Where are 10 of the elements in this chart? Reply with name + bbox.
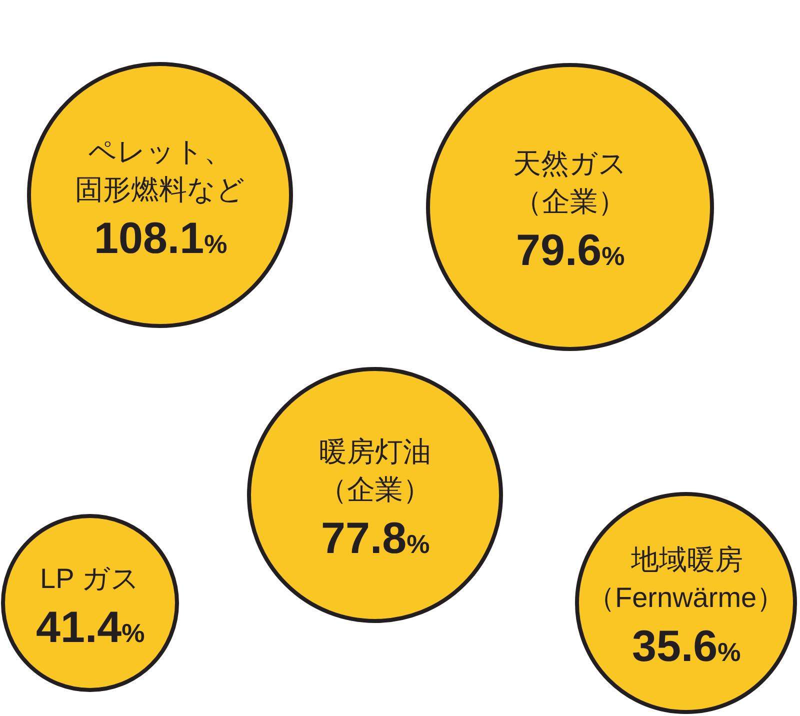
category-label: LP ガス (40, 563, 140, 594)
category-label: ペレット、固形燃料など (75, 136, 245, 205)
category-label: 天然ガス（企業） (513, 148, 627, 217)
data-label: 79.6% (516, 226, 625, 275)
data-label: 35.6% (632, 622, 741, 671)
category-label: 地域暖房（Fernwärme） (587, 544, 785, 613)
data-label: 108.1% (94, 214, 228, 263)
data-label: 41.4% (36, 603, 145, 652)
data-label: 77.8% (321, 514, 430, 563)
category-label: 暖房灯油（企業） (319, 436, 431, 505)
